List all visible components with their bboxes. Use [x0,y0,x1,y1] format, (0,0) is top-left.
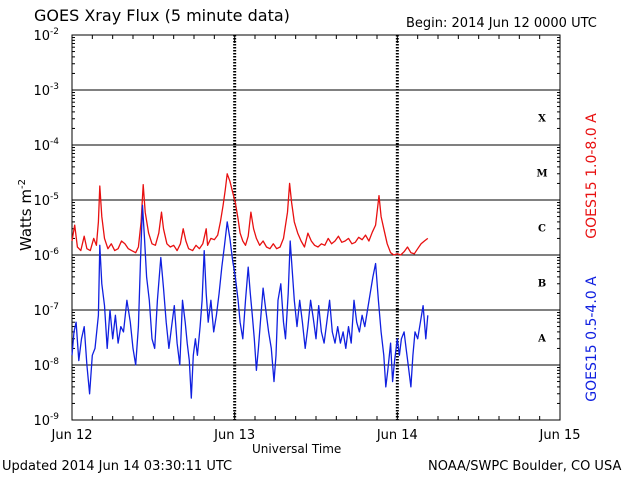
plot-frame [71,34,561,421]
x-tick-label: Jun 12 [51,428,93,443]
y-tick-label: 10-5 [33,192,59,209]
y-tick-label: 10-7 [33,302,59,319]
flare-class-label: A [537,334,546,345]
y-tick-label: 10-9 [33,412,59,429]
y-tick-base: 10 [33,194,50,209]
y-tick-base: 10 [33,359,50,374]
x-tick-label: Jun 15 [539,428,581,443]
begin-time: Begin: 2014 Jun 12 0000 UTC [406,16,597,31]
y-tick-base: 10 [33,249,50,264]
flare-class-label: C [538,224,546,235]
y-tick-label: 10-6 [33,247,59,264]
y-tick-exponent: -7 [50,302,59,312]
y-tick-exponent: -6 [50,247,59,257]
chart-title: GOES Xray Flux (5 minute data) [34,6,290,25]
y-tick-base: 10 [33,304,50,319]
y-tick-base: 10 [33,139,50,154]
y-tick-label: 10-4 [33,137,59,154]
series-short-channel [71,204,429,399]
y-tick-exponent: -3 [50,82,59,92]
flare-class-label: X [538,114,546,125]
flare-class-label: M [536,169,547,180]
x-tick-label: Jun 14 [376,428,418,443]
y-tick-exponent: -8 [50,357,59,367]
y-tick-label: 10-2 [33,27,59,44]
y-tick-exponent: -4 [50,137,59,147]
flare-class-label: B [538,279,546,290]
x-tick-label: Jun 13 [213,428,255,443]
y-tick-label: 10-3 [33,82,59,99]
y-tick-base: 10 [33,84,50,99]
y-tick-base: 10 [33,414,50,429]
y-tick-label: 10-8 [33,357,59,374]
credit: NOAA/SWPC Boulder, CO USA [428,459,622,474]
y-tick-exponent: -5 [50,192,59,202]
x-axis-label: Universal Time [252,442,342,456]
y-tick-exponent: -9 [50,412,59,422]
y-tick-base: 10 [33,29,50,44]
y-tick-exponent: -2 [50,27,59,37]
series-long-channel [71,173,429,256]
updated-time: Updated 2014 Jun 14 03:30:11 UTC [2,459,233,474]
